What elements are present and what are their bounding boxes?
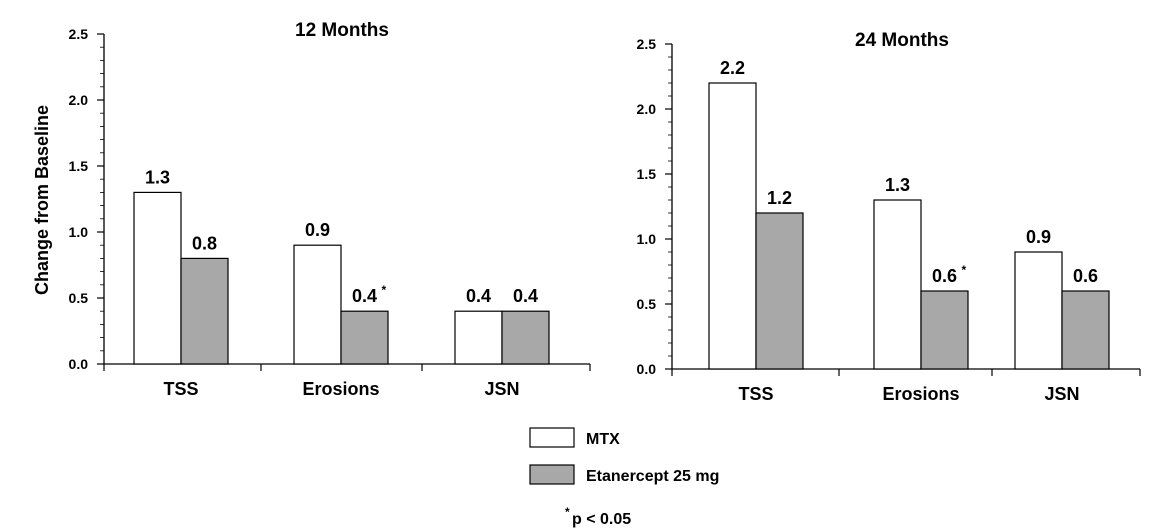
bar-etanercept [920, 290, 969, 370]
data-label: 1.2 [767, 188, 792, 208]
footnote: * p < 0.05 [565, 505, 631, 528]
data-label: 0.9 [1026, 227, 1051, 247]
bar-mtx [293, 244, 342, 365]
y-tick-label: 1.5 [637, 166, 657, 182]
legend-swatch-etanercept [529, 464, 575, 485]
bar-mtx [1014, 251, 1063, 370]
chart-title: 24 Months [855, 30, 949, 51]
footnote-text: p < 0.05 [572, 511, 631, 528]
bar-etanercept [755, 212, 804, 370]
bar-mtx [708, 82, 757, 370]
category-label: TSS [738, 384, 773, 404]
y-axis-label: Change from Baseline [32, 105, 52, 295]
y-tick-label: 0.0 [69, 356, 89, 372]
y-tick-label: 0.0 [637, 361, 657, 377]
chart-24-months: 24 Months 0.0 0.5 1.0 1.5 2.0 2.5 2.2 1.2 TSS 1.3 0… [637, 30, 1141, 404]
legend: MTX Etanercept 25 mg [529, 427, 719, 485]
data-label: 0.8 [192, 233, 217, 253]
category-label: JSN [1044, 384, 1079, 404]
significance-mark: * [382, 283, 387, 297]
chart-title: 12 Months [295, 20, 389, 41]
legend-swatch-mtx [529, 427, 575, 448]
data-label: 0.4 [352, 286, 377, 306]
y-tick-label: 2.0 [69, 92, 89, 108]
legend-label-mtx: MTX [586, 431, 620, 448]
data-label: 0.4 [513, 286, 538, 306]
y-tick-label: 1.0 [69, 224, 89, 240]
y-tick-label: 0.5 [69, 290, 89, 306]
significance-mark: * [962, 263, 967, 277]
data-label: 0.6 [932, 266, 957, 286]
category-label: Erosions [882, 384, 959, 404]
bar-etanercept [501, 310, 550, 365]
bar-etanercept [180, 257, 229, 365]
bar-mtx [133, 191, 182, 365]
category-label: TSS [163, 379, 198, 399]
y-tick-label: 1.0 [637, 231, 657, 247]
data-label: 1.3 [885, 175, 910, 195]
y-tick-label: 2.5 [69, 26, 89, 42]
data-label: 0.4 [466, 286, 491, 306]
chart-12-months: 12 Months 0.0 0.5 1.0 1.5 2.0 2.5 1.3 0.8 TSS 0.9 0… [69, 20, 591, 399]
legend-label-etanercept: Etanercept 25 mg [586, 468, 719, 485]
data-label: 2.2 [720, 58, 745, 78]
y-tick-label: 2.0 [637, 101, 657, 117]
bar-etanercept [340, 310, 389, 365]
y-tick-label: 2.5 [637, 36, 657, 52]
y-tick-label: 1.5 [69, 158, 89, 174]
bar-etanercept [1061, 290, 1110, 370]
category-label: Erosions [302, 379, 379, 399]
data-label: 0.9 [305, 220, 330, 240]
data-label: 1.3 [145, 167, 170, 187]
bar-mtx [454, 310, 503, 365]
y-tick-label: 0.5 [637, 296, 657, 312]
bar-mtx [873, 199, 922, 370]
footnote-symbol: * [565, 505, 570, 519]
data-label: 0.6 [1073, 266, 1098, 286]
category-label: JSN [484, 379, 519, 399]
